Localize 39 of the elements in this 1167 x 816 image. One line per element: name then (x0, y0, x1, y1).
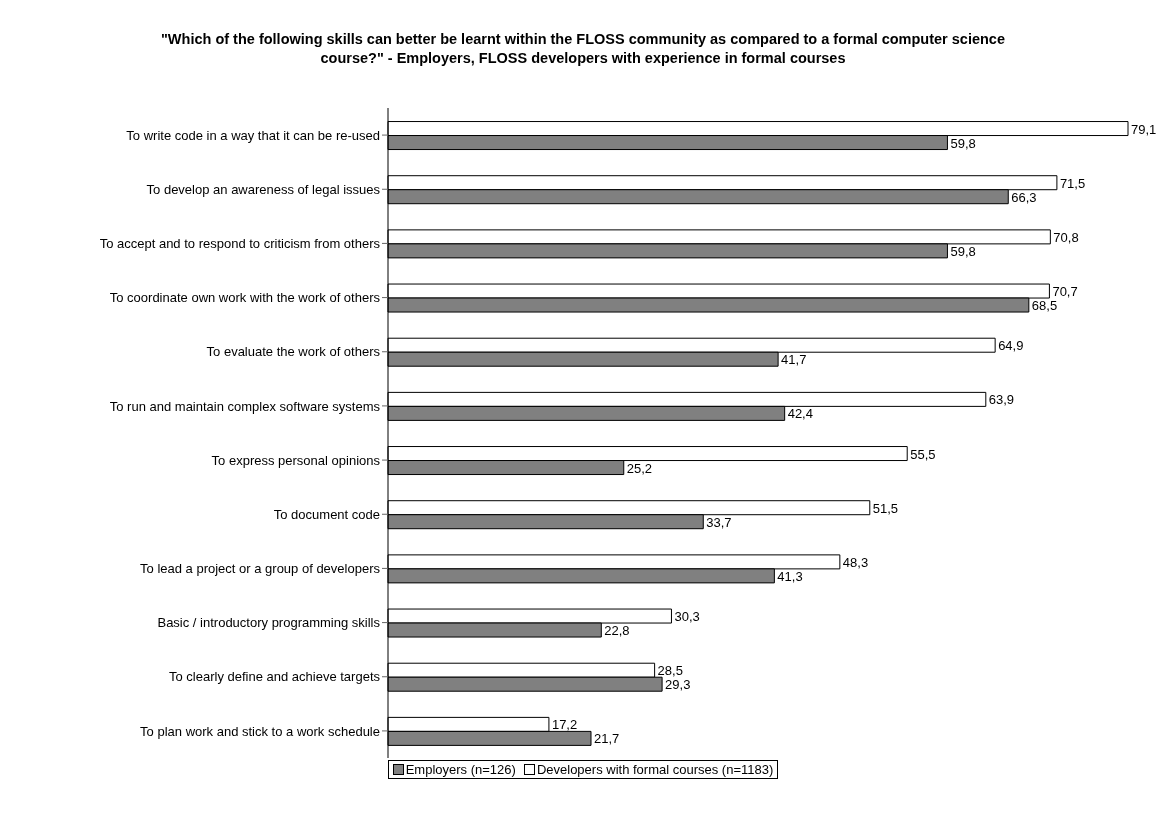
data-label: 71,5 (1059, 175, 1086, 191)
data-label: 68,5 (1031, 298, 1058, 314)
data-label: 29,3 (665, 677, 691, 693)
data-label: 70,8 (1053, 229, 1079, 245)
data-label: 30,3 (674, 609, 700, 625)
y-tick-label: To clearly define and achieve targets (168, 669, 381, 685)
data-label: 64,9 (998, 338, 1024, 354)
y-tick-label: To express personal opinions (211, 452, 381, 468)
data-label: 41,3 (777, 568, 803, 584)
chart-title: "Which of the following skills can better be learnt within the FLOSS community as compared to a formal computer science course?" - Employers, FLOSS developers with experience in formal courses (160, 30, 1006, 68)
y-tick-label: Basic / introductory programming skills (157, 615, 381, 631)
data-label: 28,5 (657, 663, 683, 679)
data-label: 63,9 (988, 392, 1015, 408)
data-label: 17,2 (551, 717, 578, 733)
data-label: 51,5 (872, 500, 899, 516)
y-tick-label: To develop an awareness of legal issues (146, 181, 381, 197)
data-label: 48,3 (842, 554, 869, 570)
y-tick-label: To lead a project or a group of developers (140, 561, 381, 577)
y-tick-label: To document code (273, 506, 380, 522)
y-tick-label: To accept and to respond to criticism from others (99, 236, 381, 252)
data-label: 22,8 (604, 623, 630, 639)
data-label: 59,8 (950, 135, 976, 151)
data-label: 70,7 (1052, 284, 1078, 300)
y-tick-label: To evaluate the work of others (206, 344, 381, 360)
data-label: 42,4 (787, 406, 813, 422)
data-label: 25,2 (626, 460, 653, 476)
y-tick-label: To run and maintain complex software systems (109, 398, 381, 414)
legend-label: Developers with formal courses (n=1183) (535, 762, 774, 777)
data-label: 59,8 (950, 243, 976, 259)
data-label: 21,7 (594, 731, 620, 747)
legend-label: Employers (n=126) (404, 762, 516, 777)
y-tick-label: To coordinate own work with the work of others (109, 290, 381, 306)
y-tick-label: To plan work and stick to a work schedule (140, 723, 380, 739)
data-label: 79,1 (1131, 121, 1157, 137)
data-label: 41,7 (781, 352, 807, 368)
data-label: 66,3 (1011, 189, 1037, 205)
y-tick-label: To write code in a way that it can be re-used (126, 127, 380, 143)
data-label: 33,7 (706, 514, 732, 530)
data-label: 55,5 (910, 446, 936, 462)
